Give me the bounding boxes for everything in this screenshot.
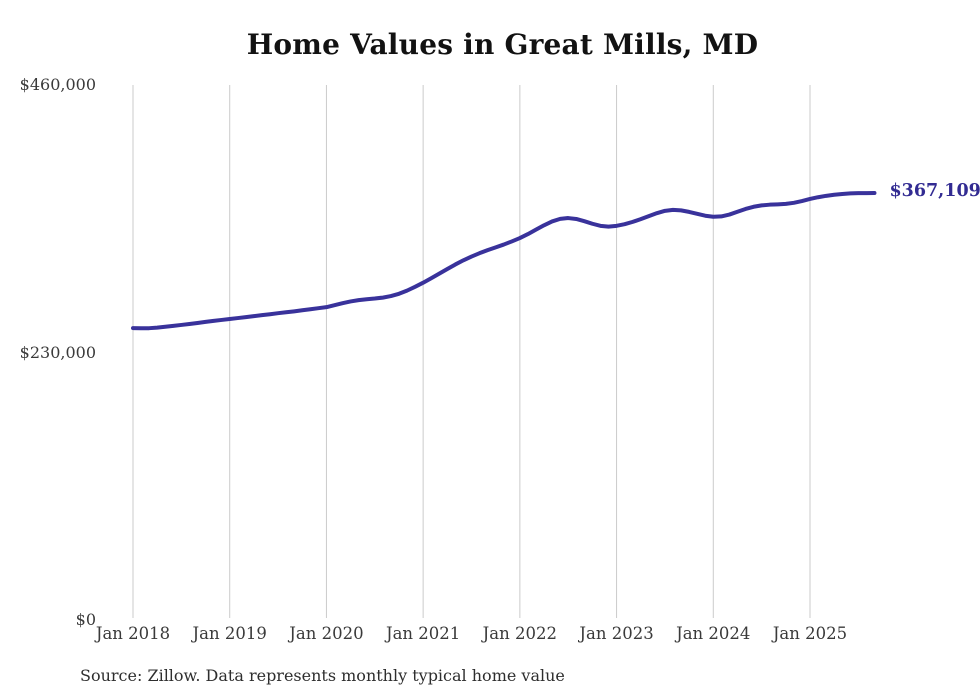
source-note: Source: Zillow. Data represents monthly … xyxy=(80,666,565,685)
y-axis-tick-0: $0 xyxy=(75,610,96,629)
vertical-gridlines xyxy=(132,85,811,618)
home-value-line-series xyxy=(131,191,877,331)
x-axis-tick-jan-2021: Jan 2021 xyxy=(385,624,461,643)
x-axis-tick-jan-2025: Jan 2025 xyxy=(772,624,848,643)
chart-title: Home Values in Great Mills, MD xyxy=(246,28,759,61)
x-axis-tick-jan-2023: Jan 2023 xyxy=(579,624,654,643)
y-axis-tick-460000: $460,000 xyxy=(19,75,96,94)
x-axis-tick-jan-2019: Jan 2019 xyxy=(192,624,267,643)
latest-value-label: $367,109 xyxy=(889,181,980,202)
x-axis-tick-jan-2018: Jan 2018 xyxy=(95,624,171,643)
x-axis-tick-jan-2020: Jan 2020 xyxy=(289,624,364,643)
y-axis-tick-230000: $230,000 xyxy=(19,342,96,362)
x-axis-tick-jan-2022: Jan 2022 xyxy=(482,624,557,643)
x-axis-tick-jan-2024: Jan 2024 xyxy=(676,624,751,643)
